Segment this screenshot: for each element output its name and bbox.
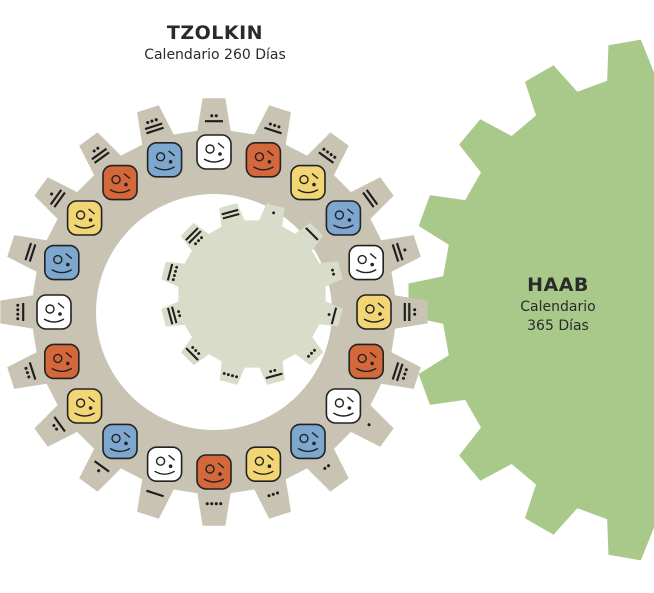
inner-number: [331, 268, 336, 276]
inner-number: [185, 346, 201, 361]
inner-number: [185, 227, 203, 246]
white-glyph-icon: [348, 244, 385, 281]
red-glyph-icon: [348, 343, 385, 380]
inner-number-gear: [161, 203, 343, 385]
inner-gear-body: [161, 203, 343, 385]
day-number: [362, 189, 379, 208]
day-number: [144, 118, 164, 135]
day-number: [24, 242, 37, 262]
inner-number: [327, 307, 338, 325]
day-number: [264, 122, 282, 135]
white-glyph-icon: [36, 294, 72, 330]
inner-number: [307, 348, 316, 358]
blue-glyph-icon: [325, 200, 362, 236]
day-number: [391, 242, 407, 262]
inner-number: [265, 368, 283, 380]
inner-number: [305, 227, 319, 241]
blue-glyph-icon: [102, 423, 138, 460]
yellow-glyph-icon: [356, 294, 392, 330]
white-glyph-icon: [196, 134, 232, 170]
haab-title: HAAB: [527, 274, 589, 296]
tzolkin-title: TZOLKIN: [166, 22, 264, 44]
day-number: [323, 464, 331, 470]
haab-gear: [408, 39, 654, 561]
white-glyph-icon: [325, 388, 362, 424]
day-number: [91, 146, 110, 164]
red-glyph-icon: [43, 343, 80, 380]
day-number-ring: [16, 114, 417, 506]
yellow-glyph-icon: [66, 200, 103, 236]
yellow-glyph-icon: [245, 446, 282, 483]
day-number: [16, 302, 25, 322]
haab-gear-body: [408, 39, 654, 561]
tzolkin-gear-ring: [0, 98, 428, 526]
day-number: [367, 423, 371, 427]
day-number: [146, 489, 164, 498]
yellow-glyph-icon: [290, 164, 326, 201]
inner-number: [166, 263, 179, 282]
day-number: [267, 491, 280, 498]
inner-number: [272, 211, 276, 215]
inner-number: [221, 208, 240, 220]
inner-number: [222, 372, 238, 379]
inner-number: [166, 306, 182, 325]
blue-glyph-icon: [290, 423, 326, 460]
tzolkin-subtitle: Calendario 260 Días: [144, 47, 286, 63]
red-glyph-icon: [245, 142, 282, 178]
red-glyph-icon: [102, 164, 138, 201]
day-number: [205, 502, 223, 506]
blue-glyph-icon: [146, 142, 183, 178]
haab-subtitle-line2: 365 Días: [527, 318, 589, 334]
day-number: [24, 362, 37, 380]
day-number: [49, 189, 66, 208]
inner-number-ring: [166, 208, 338, 380]
day-number: [318, 147, 337, 164]
day-number: [403, 302, 417, 322]
red-glyph-icon: [196, 454, 232, 490]
day-number: [205, 114, 223, 123]
day-number: [93, 460, 110, 473]
white-glyph-icon: [146, 446, 183, 483]
haab-subtitle-line1: Calendario: [520, 299, 596, 315]
day-glyph-ring: [36, 134, 392, 490]
day-number: [391, 362, 408, 382]
day-number: [52, 416, 66, 433]
blue-glyph-icon: [43, 244, 80, 281]
tzolkin-ring-body: [0, 98, 428, 526]
yellow-glyph-icon: [66, 388, 103, 424]
